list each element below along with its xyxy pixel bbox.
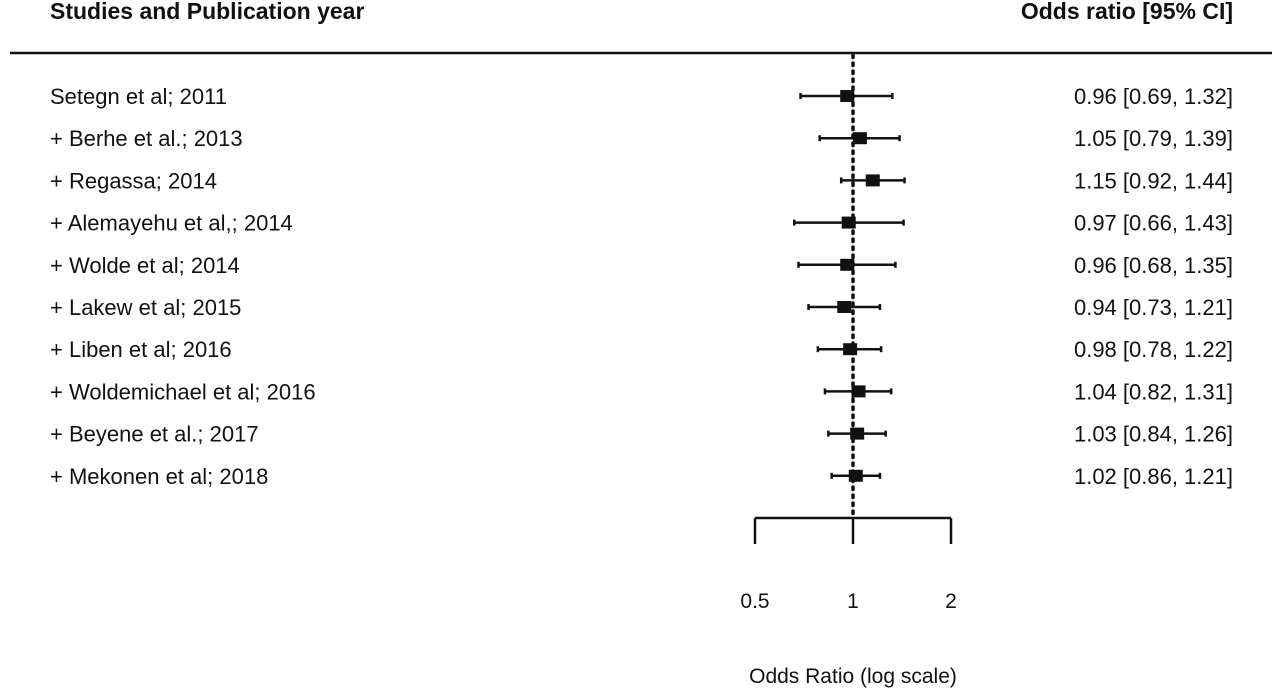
point-estimate-marker [865, 174, 880, 187]
ci-value-label: 0.96 [0.69, 1.32] [1074, 84, 1233, 109]
x-axis-label: Odds Ratio (log scale) [749, 665, 957, 688]
ci-value-label: 1.05 [0.79, 1.39] [1074, 126, 1233, 151]
ci-value-label: 1.04 [0.82, 1.31] [1074, 379, 1233, 404]
study-row: Setegn et al; 2011 0.96 [0.69, 1.32] [50, 84, 1233, 109]
study-label: + Mekonen et al; 2018 [50, 464, 268, 489]
study-rows: Setegn et al; 2011 0.96 [0.69, 1.32] + Ber… [50, 84, 1233, 489]
header-right-label: Odds ratio [95% CI] [1021, 0, 1233, 24]
study-label: + Berhe et al.; 2013 [50, 126, 243, 151]
study-label: + Wolde et al; 2014 [50, 253, 240, 278]
study-row: + Regassa; 2014 1.15 [0.92, 1.44] [50, 168, 1233, 193]
study-label: + Lakew et al; 2015 [50, 295, 241, 320]
header-left-label: Studies and Publication year [50, 0, 364, 24]
study-row: + Lakew et al; 2015 0.94 [0.73, 1.21] [50, 295, 1233, 320]
ci-value-label: 1.02 [0.86, 1.21] [1074, 464, 1233, 489]
point-estimate-marker [851, 385, 866, 398]
point-estimate-marker [843, 343, 858, 356]
ci-value-label: 0.98 [0.78, 1.22] [1074, 337, 1233, 362]
point-estimate-marker [840, 258, 855, 271]
study-label: + Woldemichael et al; 2016 [50, 379, 316, 404]
x-tick-label: 0.5 [740, 590, 769, 613]
study-label: Setegn et al; 2011 [50, 84, 227, 109]
ci-value-label: 1.15 [0.92, 1.44] [1074, 168, 1233, 193]
ci-value-label: 0.97 [0.66, 1.43] [1074, 211, 1233, 236]
study-row: + Woldemichael et al; 2016 1.04 [0.82, 1.… [50, 379, 1233, 404]
x-axis: 0.5 1 2 [740, 516, 957, 613]
study-row: + Alemayehu et al,; 2014 0.97 [0.66, 1.43… [50, 211, 1233, 236]
study-row: + Berhe et al.; 2013 1.05 [0.79, 1.39] [50, 126, 1233, 151]
study-row: + Beyene et al.; 2017 1.03 [0.84, 1.26] [50, 422, 1233, 447]
ci-value-label: 0.96 [0.68, 1.35] [1074, 253, 1233, 278]
ci-value-label: 0.94 [0.73, 1.21] [1074, 295, 1233, 320]
study-row: + Liben et al; 2016 0.98 [0.78, 1.22] [50, 337, 1233, 362]
study-row: + Mekonen et al; 2018 1.02 [0.86, 1.21] [50, 464, 1233, 489]
study-row: + Wolde et al; 2014 0.96 [0.68, 1.35] [50, 253, 1233, 278]
point-estimate-marker [840, 90, 855, 102]
study-label: + Alemayehu et al,; 2014 [50, 211, 293, 236]
x-tick-label: 2 [945, 590, 957, 613]
point-estimate-marker [837, 301, 852, 313]
study-label: + Beyene et al.; 2017 [50, 422, 259, 447]
ci-value-label: 1.03 [0.84, 1.26] [1074, 422, 1233, 447]
study-label: + Liben et al; 2016 [50, 337, 232, 362]
point-estimate-marker [852, 132, 867, 145]
x-tick-label: 1 [847, 590, 859, 613]
study-label: + Regassa; 2014 [50, 168, 217, 193]
point-estimate-marker [848, 469, 863, 482]
